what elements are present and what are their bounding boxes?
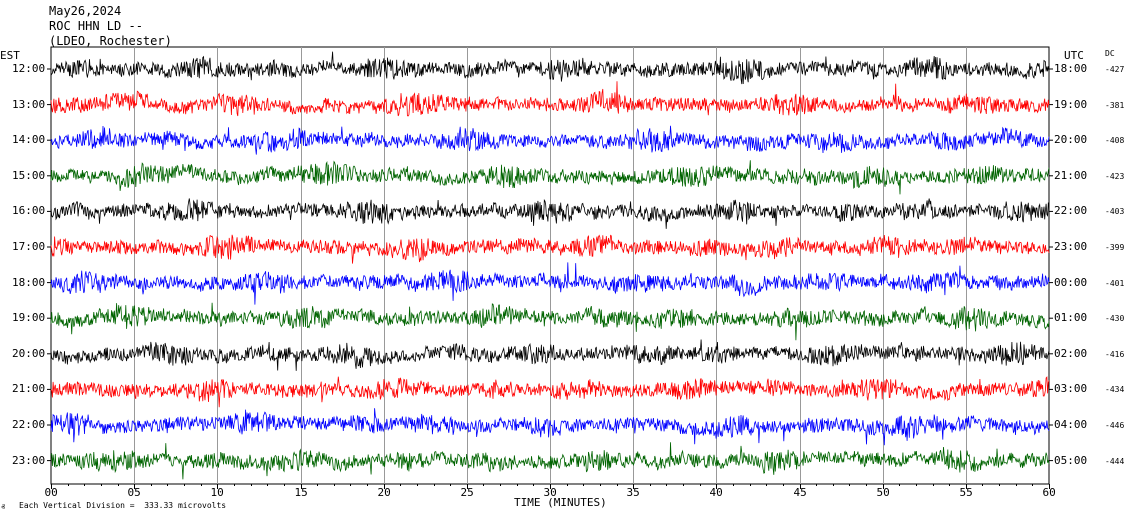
utc-tick-label: 05:00 — [1054, 453, 1088, 467]
x-tick-label: 45 — [793, 486, 807, 499]
dc-offset-label: -381 — [1105, 100, 1125, 110]
x-tick-label: 60 — [1042, 486, 1056, 499]
x-tick-label: 55 — [959, 486, 973, 499]
date-label: May26,2024 — [49, 4, 122, 18]
utc-tick-label: 23:00 — [1054, 240, 1088, 253]
utc-tick-label: 03:00 — [1054, 382, 1088, 396]
x-tick-label: 40 — [709, 486, 723, 499]
scale-note: Each Vertical Division = 333.33 microvol… — [19, 501, 227, 510]
dc-axis-title: DC — [1105, 49, 1115, 58]
utc-tick-label: 02:00 — [1054, 346, 1088, 360]
x-tick-label: 05 — [127, 486, 141, 499]
est-tick-label: 19:00 — [12, 311, 46, 325]
network-label: (LDEO, Rochester) — [49, 34, 172, 48]
est-tick-label: 20:00 — [12, 346, 46, 360]
dc-offset-label: -423 — [1105, 171, 1125, 181]
station-label: ROC HHN LD -- — [49, 19, 143, 33]
dc-offset-label: -416 — [1105, 349, 1125, 359]
scale-icon: ⱏ — [1, 503, 5, 512]
est-axis-title: EST — [0, 49, 20, 62]
x-tick-label: 35 — [626, 486, 640, 499]
utc-tick-label: 20:00 — [1054, 133, 1088, 147]
est-tick-label: 15:00 — [12, 168, 46, 182]
dc-offset-label: -427 — [1105, 65, 1125, 74]
est-tick-label: 14:00 — [12, 133, 46, 147]
x-tick-label: 50 — [876, 486, 890, 499]
dc-offset-label: -401 — [1105, 278, 1125, 288]
utc-tick-label: 04:00 — [1054, 418, 1088, 431]
est-tick-label: 12:00 — [12, 62, 46, 75]
est-tick-label: 16:00 — [12, 204, 46, 218]
seismic-trace — [50, 234, 1050, 264]
seismic-trace — [50, 408, 1050, 446]
seismic-trace — [50, 160, 1050, 195]
utc-tick-label: 19:00 — [1054, 97, 1088, 111]
utc-tick-label: 18:00 — [1054, 62, 1088, 75]
est-tick-label: 13:00 — [12, 97, 46, 111]
utc-tick-label: 21:00 — [1054, 168, 1088, 182]
utc-tick-label: 01:00 — [1054, 311, 1088, 325]
dc-offset-label: -446 — [1105, 421, 1125, 430]
dc-offset-label: -399 — [1105, 243, 1125, 252]
dc-offset-label: -434 — [1105, 385, 1125, 395]
seismic-trace — [50, 81, 1050, 117]
seismic-trace — [50, 262, 1050, 305]
dc-offset-label: -444 — [1105, 456, 1125, 466]
est-tick-label: 22:00 — [12, 418, 46, 431]
utc-axis-title: UTC — [1064, 49, 1084, 62]
utc-tick-label: 00:00 — [1054, 275, 1088, 289]
seismic-trace — [50, 198, 1049, 229]
seismic-trace — [50, 376, 1050, 408]
x-tick-label: 20 — [377, 486, 391, 499]
x-tick-label: 30 — [543, 486, 557, 499]
seismic-trace — [50, 339, 1050, 371]
seismic-trace — [50, 51, 1050, 85]
x-tick-label: 15 — [294, 486, 308, 499]
est-tick-label: 18:00 — [12, 275, 46, 289]
utc-tick-label: 22:00 — [1054, 204, 1088, 218]
est-tick-label: 21:00 — [12, 382, 46, 396]
dc-offset-label: -408 — [1105, 136, 1125, 146]
dc-offset-label: -430 — [1105, 314, 1125, 324]
est-tick-label: 17:00 — [12, 240, 46, 253]
seismic-trace — [50, 302, 1050, 341]
est-tick-label: 23:00 — [12, 453, 46, 467]
seismic-trace — [50, 125, 1050, 155]
seismic-trace — [50, 442, 1050, 480]
x-axis-label: TIME (MINUTES) — [514, 496, 607, 509]
x-tick-label: 10 — [210, 486, 224, 499]
dc-offset-label: -403 — [1105, 207, 1125, 217]
x-tick-label: 00 — [44, 486, 58, 499]
x-tick-label: 25 — [460, 486, 474, 499]
